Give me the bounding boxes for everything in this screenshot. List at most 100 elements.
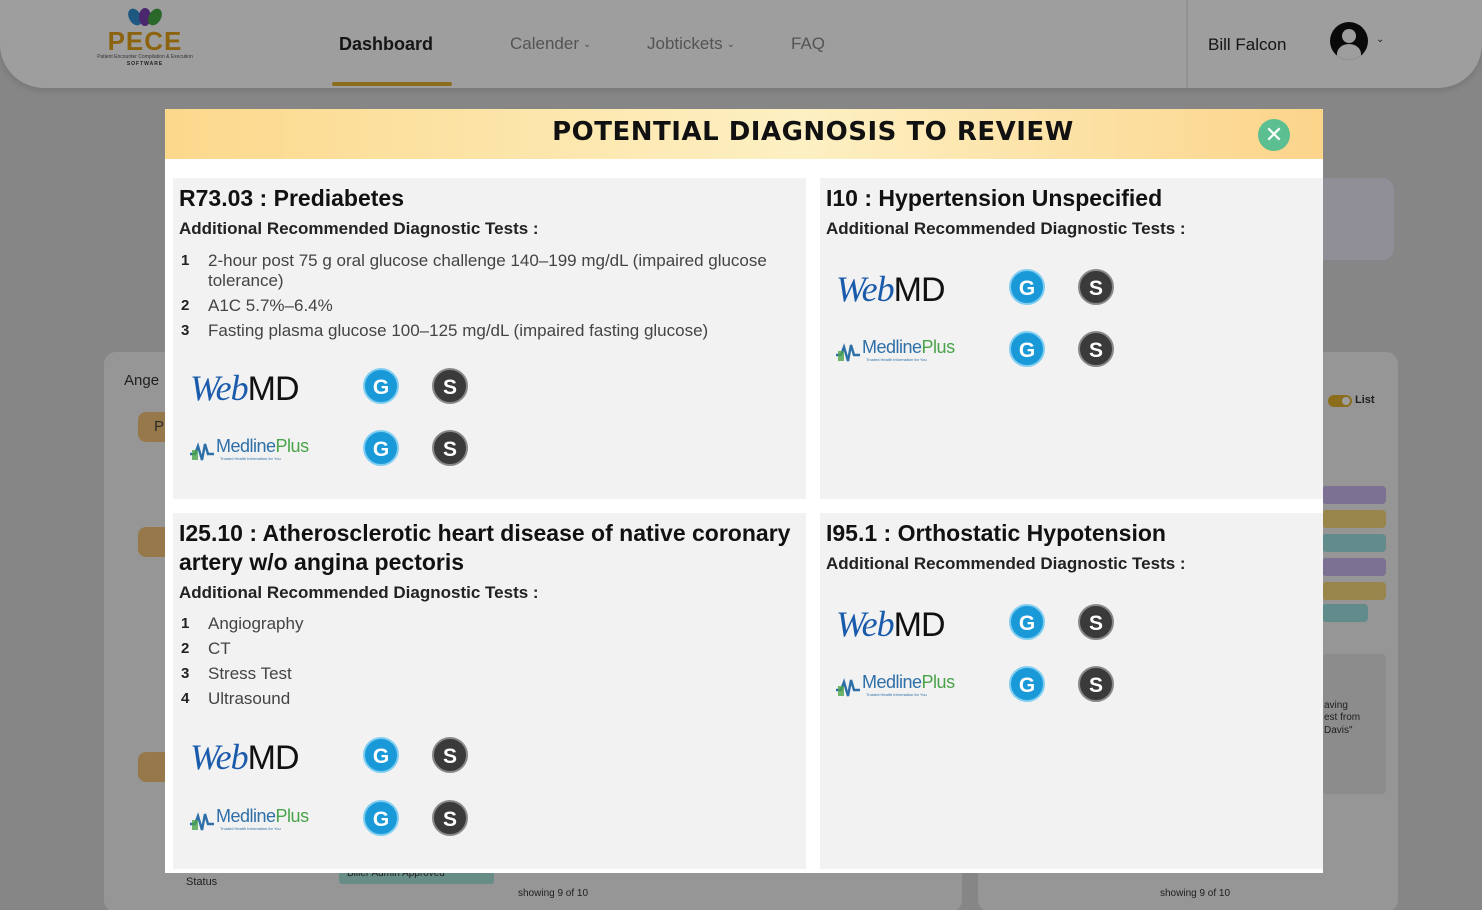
close-icon[interactable]: ✕ [1258, 119, 1290, 151]
test-number: 3 [181, 665, 190, 682]
test-number: 2 [181, 640, 190, 657]
top-navigation-bar: PECE Patient Encounter Compilation & Exe… [0, 0, 1482, 88]
logo-software: SOFTWARE [126, 61, 164, 67]
note-line-3: Davis" [1324, 725, 1353, 736]
logo-wordmark: PECE [107, 26, 183, 56]
diagnosis-title: I10 : Hypertension Unspecified [826, 185, 1163, 211]
test-number: 1 [181, 615, 190, 632]
pagination-left: showing 9 of 10 [518, 888, 589, 899]
legend-bar [1322, 558, 1386, 576]
nav-calender[interactable]: Calender ⌄ [510, 34, 591, 54]
test-item: 1 2-hour post 75 g oral glucose challenge… [181, 251, 771, 291]
chevron-down-icon: ⌄ [583, 39, 592, 51]
site-search-button[interactable]: S [432, 430, 468, 466]
site-search-button[interactable]: S [432, 368, 468, 404]
medlineplus-icon [190, 812, 214, 831]
google-search-button[interactable]: G [363, 430, 399, 466]
test-text: Stress Test [208, 664, 292, 683]
status-badge-text: Biller Admin Approved [347, 868, 445, 879]
nav-faq[interactable]: FAQ [791, 34, 826, 53]
google-search-button[interactable]: G [363, 800, 399, 836]
diagnosis-card: I10 : Hypertension Unspecified Additiona… [820, 178, 1323, 499]
nav-jobtickets[interactable]: Jobtickets ⌄ [647, 34, 735, 54]
webmd-logo[interactable]: WebMD [836, 604, 946, 644]
legend-bar [1322, 604, 1368, 622]
test-text: Ultrasound [208, 689, 291, 708]
user-divider [1186, 0, 1188, 88]
google-search-button[interactable]: G [1009, 269, 1045, 305]
google-search-button[interactable]: G [1009, 331, 1045, 367]
webmd-logo[interactable]: WebMD [190, 368, 300, 408]
logo-flower-icon [125, 6, 165, 28]
pagination-right: showing 9 of 10 [1160, 888, 1231, 899]
test-item: 1 Angiography [181, 614, 771, 634]
test-item: 3 Stress Test [181, 664, 771, 684]
webmd-row: WebMD G S [836, 604, 1136, 644]
legend-bar [1322, 534, 1386, 552]
test-text: A1C 5.7%–6.4% [208, 296, 333, 315]
site-search-button[interactable]: S [432, 800, 468, 836]
diagnosis-title: I25.10 : Atherosclerotic heart disease o… [179, 520, 791, 575]
site-search-button[interactable]: S [432, 737, 468, 773]
nav-dashboard[interactable]: Dashboard [339, 34, 434, 54]
diagnosis-card: R73.03 : Prediabetes Additional Recommen… [173, 178, 806, 499]
test-text: CT [208, 639, 231, 658]
site-search-button[interactable]: S [1078, 666, 1114, 702]
site-search-button[interactable]: S [1078, 331, 1114, 367]
note-line-1: aving [1324, 700, 1348, 711]
diagnosis-modal: POTENTIAL DIAGNOSIS TO REVIEW ✕ R73.03 :… [165, 109, 1323, 873]
legend-bar [1322, 510, 1386, 528]
google-search-button[interactable]: G [1009, 666, 1045, 702]
status-label: Status [186, 876, 218, 888]
chevron-down-icon: ⌄ [726, 39, 735, 51]
legend-bar [1322, 486, 1386, 504]
medline-row: MedlinePlus Trusted Health Information f… [836, 666, 1136, 706]
webmd-logo[interactable]: WebMD [190, 737, 300, 777]
modal-title: POTENTIAL DIAGNOSIS TO REVIEW [552, 117, 1074, 147]
tests-heading: Additional Recommended Diagnostic Tests … [826, 219, 1186, 238]
webmd-row: WebMD G S [190, 737, 490, 777]
tests-list: 1 Angiography 2 CT 3 Stress Test 4 Ultrasoun… [181, 614, 771, 714]
legend-bar [1322, 582, 1386, 600]
nav-active-indicator [332, 82, 452, 86]
medlineplus-icon [836, 343, 860, 362]
list-toggle[interactable] [1328, 395, 1352, 407]
diagnosis-card: I25.10 : Atherosclerotic heart disease o… [173, 513, 806, 869]
toggle-label: List [1355, 394, 1375, 406]
nav-jobtickets-label: Jobtickets [647, 34, 723, 53]
tests-heading: Additional Recommended Diagnostic Tests … [179, 583, 539, 602]
user-name[interactable]: Bill Falcon [1208, 35, 1287, 54]
pece-logo[interactable]: PECE Patient Encounter Compilation & Exe… [80, 6, 210, 82]
test-text: Fasting plasma glucose 100–125 mg/dL (im… [208, 321, 709, 340]
webmd-row: WebMD G S [190, 368, 490, 408]
medlineplus-icon [836, 678, 860, 697]
google-search-button[interactable]: G [1009, 604, 1045, 640]
test-item: 2 A1C 5.7%–6.4% [181, 296, 771, 316]
chevron-down-icon[interactable]: ⌄ [1376, 34, 1385, 45]
diagnosis-card: I95.1 : Orthostatic Hypotension Addition… [820, 513, 1323, 869]
test-item: 2 CT [181, 639, 771, 659]
background-chip-text: P [154, 418, 165, 435]
google-search-button[interactable]: G [363, 737, 399, 773]
site-search-button[interactable]: S [1078, 269, 1114, 305]
medline-row: MedlinePlus Trusted Health Information f… [190, 800, 490, 840]
nav-calender-label: Calender [510, 34, 579, 53]
note-line-2: est from [1324, 712, 1361, 723]
medline-row: MedlinePlus Trusted Health Information f… [190, 430, 490, 470]
diagnosis-title: R73.03 : Prediabetes [179, 185, 405, 211]
test-number: 1 [181, 252, 190, 269]
site-search-button[interactable]: S [1078, 604, 1114, 640]
background-panel-label: Ange [124, 372, 160, 389]
tests-heading: Additional Recommended Diagnostic Tests … [179, 219, 539, 238]
medline-row: MedlinePlus Trusted Health Information f… [836, 331, 1136, 371]
modal-header: POTENTIAL DIAGNOSIS TO REVIEW ✕ [165, 109, 1323, 159]
webmd-row: WebMD G S [836, 269, 1136, 309]
avatar-icon[interactable] [1330, 22, 1368, 60]
webmd-logo[interactable]: WebMD [836, 269, 946, 309]
test-number: 2 [181, 297, 190, 314]
test-text: Angiography [208, 614, 304, 633]
google-search-button[interactable]: G [363, 368, 399, 404]
test-number: 4 [181, 690, 190, 707]
tests-heading: Additional Recommended Diagnostic Tests … [826, 554, 1186, 573]
test-item: 4 Ultrasound [181, 689, 771, 709]
